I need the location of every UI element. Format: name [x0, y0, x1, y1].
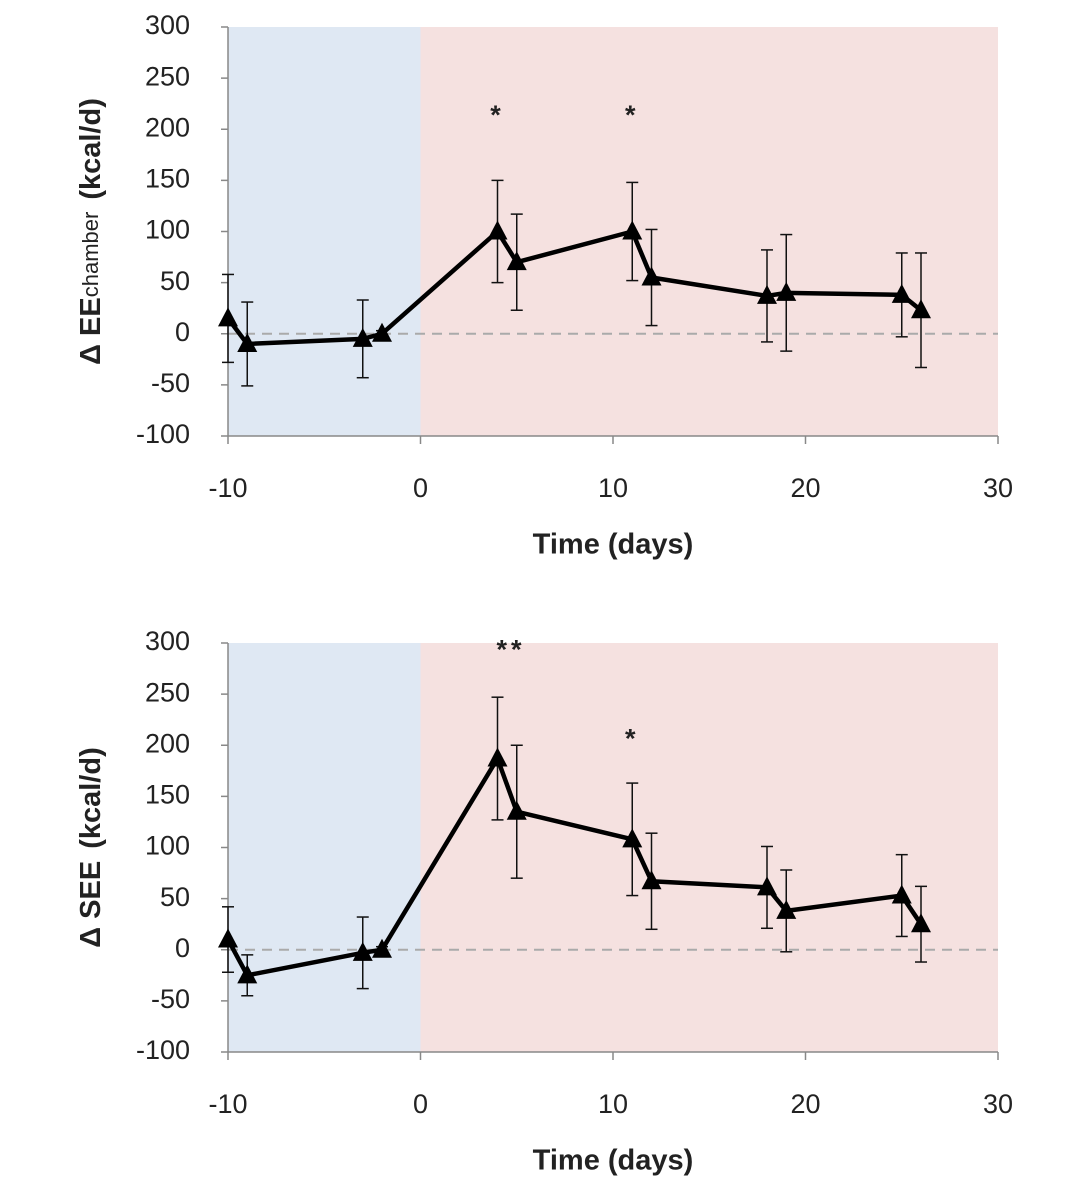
y-tick-label: 300 [145, 626, 190, 656]
x-tick-label: 10 [598, 1089, 628, 1119]
y-tick-label: -50 [151, 984, 190, 1014]
x-tick-label: 20 [790, 473, 820, 503]
data-line [226, 756, 923, 978]
y-tick-label: 300 [145, 10, 190, 40]
shaded-region [420, 27, 998, 436]
significance-marker: * [625, 100, 640, 130]
x-tick-label: -10 [208, 1089, 247, 1119]
x-tick-label: 20 [790, 1089, 820, 1119]
x-tick-label: 0 [413, 473, 428, 503]
y-tick-label: 100 [145, 215, 190, 245]
data-point [487, 220, 508, 240]
y-tick-label: 200 [145, 728, 190, 758]
significance-marker: ** [496, 634, 525, 664]
data-point [372, 322, 392, 342]
x-tick-label: -10 [208, 473, 247, 503]
data-point [641, 870, 662, 890]
data-point [506, 251, 527, 271]
shaded-region [228, 643, 421, 1052]
data-point [622, 220, 643, 240]
significance-marker: * [490, 100, 505, 130]
y-tick-label: 250 [145, 677, 190, 707]
significance-marker: * [625, 723, 640, 753]
y-tick-label: 0 [175, 317, 190, 347]
data-point [891, 884, 912, 904]
data-point [776, 281, 797, 301]
y-axis-title-main: Δ SEE [75, 861, 107, 948]
data-point [237, 332, 258, 352]
y-tick-label: 200 [145, 112, 190, 142]
y-tick-label: 250 [145, 61, 190, 91]
data-point [757, 284, 777, 304]
data-point [911, 299, 931, 319]
x-tick-label: 10 [598, 473, 628, 503]
y-axis-title: Δ EEchamber (kcal/d) [75, 98, 107, 365]
data-point [776, 899, 797, 919]
shaded-region [420, 643, 998, 1052]
y-axis-title-sub: chamber [78, 212, 103, 298]
y-tick-label: -100 [136, 419, 190, 449]
data-point [218, 307, 238, 327]
y-tick-label: -100 [136, 1035, 190, 1065]
y-tick-label: 0 [175, 933, 190, 963]
y-tick-label: -50 [151, 368, 190, 398]
data-point [506, 800, 527, 820]
data-point [352, 941, 373, 961]
data-point [218, 928, 238, 948]
y-tick-label: 50 [160, 266, 190, 296]
shaded-region [228, 27, 421, 436]
y-axis-title: Δ SEE (kcal/d) [75, 747, 107, 947]
y-tick-label: 50 [160, 882, 190, 912]
y-axis-title-unit: (kcal/d) [75, 747, 107, 849]
data-point [891, 283, 912, 303]
data-point [237, 964, 258, 984]
x-tick-label: 30 [983, 1089, 1013, 1119]
x-tick-label: 0 [413, 1089, 428, 1119]
data-point [757, 876, 777, 896]
data-point [372, 938, 392, 958]
x-axis-title: Time (days) [533, 1145, 694, 1177]
data-point [911, 913, 931, 933]
y-tick-label: 150 [145, 164, 190, 194]
y-tick-label: 150 [145, 780, 190, 810]
data-point [352, 327, 373, 347]
data-line [226, 229, 923, 347]
data-point [641, 266, 662, 286]
x-axis-title: Time (days) [533, 529, 694, 561]
data-point [487, 747, 508, 767]
y-axis-title-main: Δ EE [75, 297, 107, 365]
x-tick-label: 30 [983, 473, 1013, 503]
y-axis-title-unit: (kcal/d) [75, 98, 107, 200]
data-point [622, 828, 643, 848]
y-tick-label: 100 [145, 831, 190, 861]
